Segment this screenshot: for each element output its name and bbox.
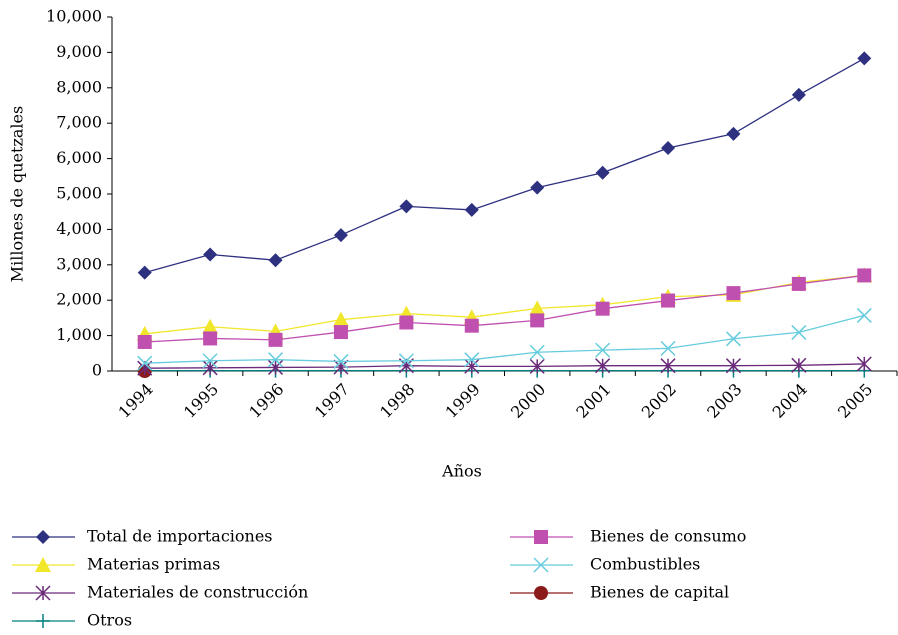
series-line — [144, 57, 865, 274]
data-point — [332, 311, 349, 327]
x-tick-label: 1996 — [245, 380, 287, 422]
data-point — [137, 265, 152, 280]
data-point — [268, 352, 284, 368]
data-point — [725, 358, 741, 374]
data-point — [398, 353, 414, 369]
data-point — [333, 325, 348, 340]
legend-marker — [35, 585, 51, 601]
series-line — [144, 363, 865, 369]
legend-marker — [534, 530, 548, 544]
data-point — [661, 293, 676, 308]
legend-marker — [533, 557, 549, 573]
data-point — [725, 331, 741, 347]
series-line — [144, 274, 865, 335]
data-point — [726, 286, 741, 301]
data-point — [856, 307, 872, 323]
data-point — [856, 356, 872, 372]
data-point — [529, 358, 545, 374]
legend-label: Bienes de consumo — [590, 527, 746, 546]
data-point — [464, 352, 480, 368]
data-point — [464, 202, 479, 217]
x-tick-label: 1995 — [180, 380, 222, 422]
y-tick-label: 4,000 — [56, 219, 102, 238]
y-tick-label: 7,000 — [56, 113, 102, 132]
y-tick-label: 2,000 — [56, 290, 102, 309]
data-point — [791, 87, 806, 102]
data-point — [661, 140, 676, 155]
x-tick-label: 2001 — [572, 380, 614, 422]
x-tick-label: 2004 — [769, 380, 811, 422]
x-tick-label: 1998 — [376, 380, 418, 422]
x-tick-label: 2000 — [507, 380, 549, 422]
data-point — [203, 331, 218, 346]
x-axis-label: Años — [441, 462, 482, 481]
y-tick-label: 0 — [92, 361, 102, 380]
data-point — [595, 358, 611, 374]
x-tick-label: 2002 — [638, 380, 680, 422]
data-point — [529, 300, 546, 316]
y-tick-label: 10,000 — [46, 7, 102, 26]
data-point — [530, 180, 545, 195]
data-point — [464, 358, 480, 374]
data-point — [660, 358, 676, 374]
data-point — [268, 359, 284, 375]
data-point — [464, 318, 479, 333]
data-point — [791, 357, 807, 373]
legend-label: Materiales de construcción — [87, 583, 308, 602]
data-point — [137, 355, 153, 371]
data-point — [726, 126, 741, 141]
data-point — [268, 253, 283, 268]
legend-label: Combustibles — [590, 555, 700, 574]
legend-label: Total de importaciones — [87, 527, 273, 546]
y-tick-label: 1,000 — [56, 325, 102, 344]
x-tick-label: 2005 — [834, 380, 876, 422]
y-tick-label: 5,000 — [56, 184, 102, 203]
x-tick-label: 1994 — [114, 380, 156, 422]
data-point — [202, 360, 218, 376]
data-point — [268, 332, 283, 347]
legend-marker — [36, 530, 50, 544]
series-line — [144, 274, 865, 343]
data-point — [857, 268, 872, 283]
data-point — [660, 340, 676, 356]
data-point — [202, 318, 219, 334]
legend-label: Bienes de capital — [590, 583, 729, 602]
x-tick-label: 1997 — [311, 380, 353, 422]
y-tick-label: 8,000 — [56, 77, 102, 96]
data-point — [399, 199, 414, 214]
series-line — [144, 314, 865, 364]
y-tick-label: 9,000 — [56, 42, 102, 61]
data-point — [333, 353, 349, 369]
legend-marker — [534, 586, 548, 600]
legend-marker — [36, 614, 50, 628]
data-point — [399, 315, 414, 330]
legend-marker — [35, 557, 51, 572]
data-point — [595, 301, 610, 316]
data-point — [595, 342, 611, 358]
x-tick-label: 2003 — [703, 380, 745, 422]
data-point — [857, 51, 872, 66]
data-point — [530, 313, 545, 328]
data-point — [529, 344, 545, 360]
y-tick-label: 3,000 — [56, 254, 102, 273]
data-point — [333, 228, 348, 243]
y-tick-label: 6,000 — [56, 148, 102, 167]
y-axis-label: Millones de quetzales — [8, 106, 27, 282]
data-point — [203, 247, 218, 262]
legend-label: Otros — [87, 611, 132, 630]
data-point — [595, 165, 610, 180]
data-point — [791, 276, 806, 291]
data-point — [791, 324, 807, 340]
data-point — [202, 353, 218, 369]
x-tick-label: 1999 — [442, 380, 484, 422]
legend-label: Materias primas — [87, 555, 220, 574]
data-point — [137, 334, 152, 349]
